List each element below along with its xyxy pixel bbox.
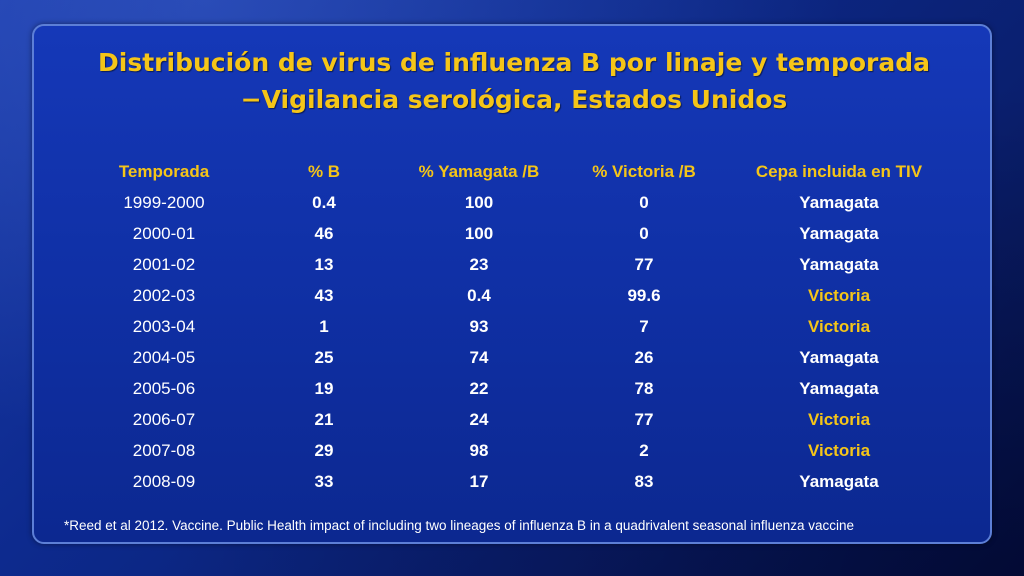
column-header-temporada: Temporada xyxy=(118,161,210,181)
column-header-percent-b: % B xyxy=(307,161,341,181)
cell-cepa-tiv: Yamagata xyxy=(799,471,879,491)
cell-percent-yamagata: 100 xyxy=(464,192,494,212)
cell-percent-victoria: 0 xyxy=(639,223,649,243)
cell-percent-yamagata: 17 xyxy=(469,471,489,491)
cell-temporada: 2002-03 xyxy=(132,285,196,305)
cell-percent-b: 13 xyxy=(314,254,334,274)
cell-percent-yamagata: 93 xyxy=(469,316,489,336)
column-header-cepa-tiv: Cepa incluida en TIV xyxy=(755,161,923,181)
cell-cepa-tiv: Yamagata xyxy=(799,378,879,398)
table-body: 1999-2000 0.4 100 0 Yamagata 2000-01 46 100 0 Yam… xyxy=(64,187,964,497)
cell-percent-b: 25 xyxy=(314,347,334,367)
cell-percent-b: 46 xyxy=(314,223,334,243)
cell-cepa-tiv: Victoria xyxy=(807,316,871,336)
table-row: 2002-03 43 0.4 99.6 Victoria xyxy=(64,280,964,311)
cell-percent-yamagata: 100 xyxy=(464,223,494,243)
cell-temporada: 2006-07 xyxy=(132,409,196,429)
cell-percent-victoria: 83 xyxy=(634,471,654,491)
title-line-1: Distribución de virus de influenza B por… xyxy=(98,48,930,77)
cell-temporada: 2008-09 xyxy=(132,471,196,491)
cell-percent-b: 29 xyxy=(314,440,334,460)
cell-percent-b: 19 xyxy=(314,378,334,398)
cell-percent-b: 1 xyxy=(319,316,329,336)
cell-cepa-tiv: Victoria xyxy=(807,285,871,305)
data-table: Temporada % B % Yamagata /B % Victoria /… xyxy=(64,156,964,497)
cell-cepa-tiv: Yamagata xyxy=(799,347,879,367)
cell-temporada: 1999-2000 xyxy=(123,192,205,212)
cell-cepa-tiv: Victoria xyxy=(807,409,871,429)
table-row: 2008-09 33 17 83 Yamagata xyxy=(64,466,964,497)
cell-temporada: 2003-04 xyxy=(132,316,196,336)
cell-percent-victoria: 77 xyxy=(634,254,654,274)
cell-percent-victoria: 26 xyxy=(634,347,654,367)
cell-cepa-tiv: Victoria xyxy=(807,440,871,460)
slide-title: Distribución de virus de influenza B por… xyxy=(34,44,994,118)
cell-temporada: 2001-02 xyxy=(132,254,196,274)
table-row: 2003-04 1 93 7 Victoria xyxy=(64,311,964,342)
table-header-row: Temporada % B % Yamagata /B % Victoria /… xyxy=(64,156,964,187)
cell-percent-b: 0.4 xyxy=(312,192,336,212)
cell-cepa-tiv: Yamagata xyxy=(799,192,879,212)
cell-percent-yamagata: 22 xyxy=(469,378,489,398)
column-header-percent-victoria: % Victoria /B xyxy=(592,161,696,181)
cell-percent-b: 43 xyxy=(314,285,334,305)
cell-percent-yamagata: 98 xyxy=(469,440,489,460)
table-row: 2007-08 29 98 2 Victoria xyxy=(64,435,964,466)
cell-percent-yamagata: 74 xyxy=(469,347,489,367)
footnote: *Reed et al 2012. Vaccine. Public Health… xyxy=(64,518,854,533)
cell-percent-yamagata: 23 xyxy=(469,254,489,274)
cell-temporada: 2000-01 xyxy=(132,223,196,243)
cell-percent-victoria: 78 xyxy=(634,378,654,398)
table-row: 2006-07 21 24 77 Victoria xyxy=(64,404,964,435)
cell-percent-b: 33 xyxy=(314,471,334,491)
cell-percent-yamagata: 0.4 xyxy=(467,285,491,305)
cell-percent-victoria: 77 xyxy=(634,409,654,429)
cell-percent-victoria: 2 xyxy=(639,440,649,460)
cell-percent-victoria: 0 xyxy=(639,192,649,212)
cell-percent-victoria: 99.6 xyxy=(627,285,661,305)
cell-cepa-tiv: Yamagata xyxy=(799,223,879,243)
cell-temporada: 2005-06 xyxy=(132,378,196,398)
cell-percent-b: 21 xyxy=(314,409,334,429)
table-row: 2005-06 19 22 78 Yamagata xyxy=(64,373,964,404)
title-line-2: −Vigilancia serológica, Estados Unidos xyxy=(240,85,788,114)
table-row: 2000-01 46 100 0 Yamagata xyxy=(64,218,964,249)
column-header-percent-yamagata: % Yamagata /B xyxy=(418,161,540,181)
cell-percent-victoria: 7 xyxy=(639,316,649,336)
table-row: 2004-05 25 74 26 Yamagata xyxy=(64,342,964,373)
cell-percent-yamagata: 24 xyxy=(469,409,489,429)
table-row: 1999-2000 0.4 100 0 Yamagata xyxy=(64,187,964,218)
cell-temporada: 2007-08 xyxy=(132,440,196,460)
content-panel: Distribución de virus de influenza B por… xyxy=(32,24,992,544)
cell-cepa-tiv: Yamagata xyxy=(799,254,879,274)
table-row: 2001-02 13 23 77 Yamagata xyxy=(64,249,964,280)
cell-temporada: 2004-05 xyxy=(132,347,196,367)
